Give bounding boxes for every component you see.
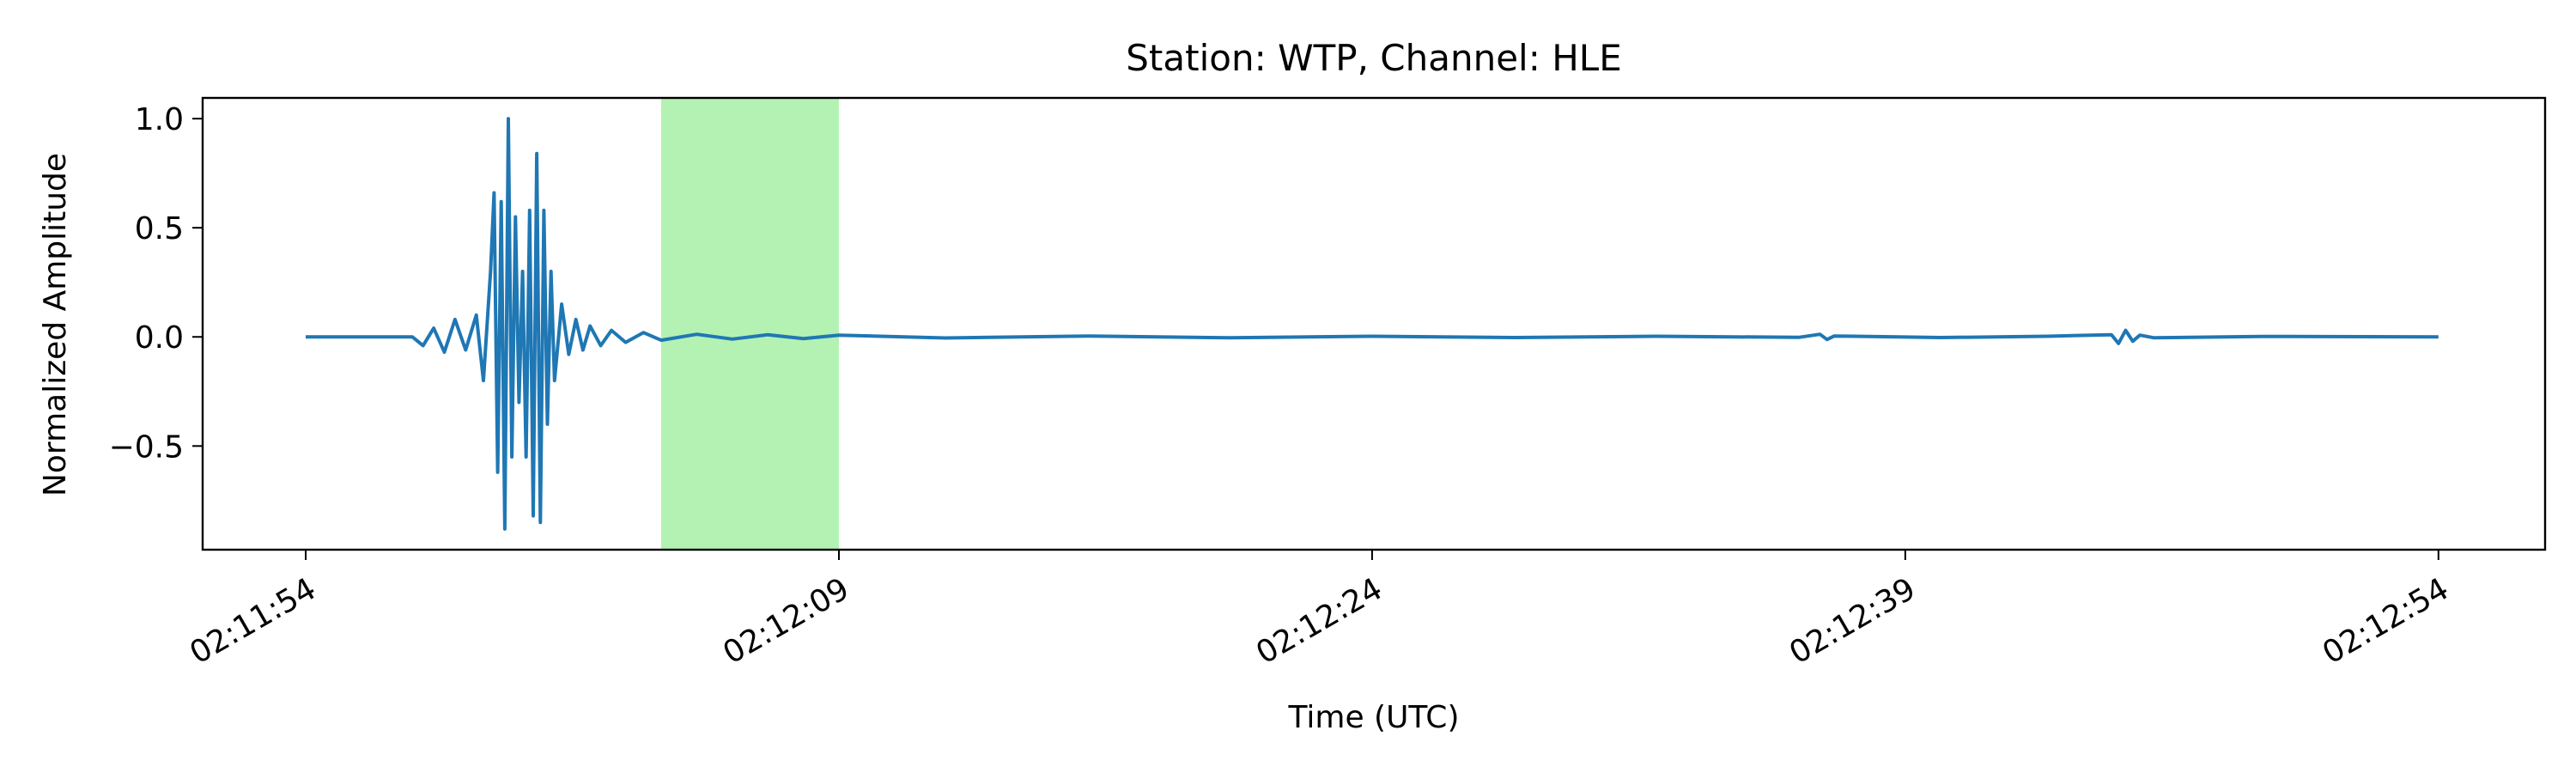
y-tick-label: 0.5 [135,211,184,247]
y-tick-label: 1.0 [135,102,184,137]
y-axis-label: Normalized Amplitude [38,153,73,496]
y-axis: 1.0 0.5 0.0 −0.5 [109,102,203,465]
x-axis-label: Time (UTC) [1287,700,1459,735]
axes-frame [201,96,2547,551]
plot-area [306,98,2439,550]
chart-title: Station: WTP, Channel: HLE [1126,37,1621,79]
y-tick-label: −0.5 [109,429,184,465]
y-tick-label: 0.0 [135,320,184,356]
waveform-line [306,117,2439,531]
highlight-window [661,98,839,550]
